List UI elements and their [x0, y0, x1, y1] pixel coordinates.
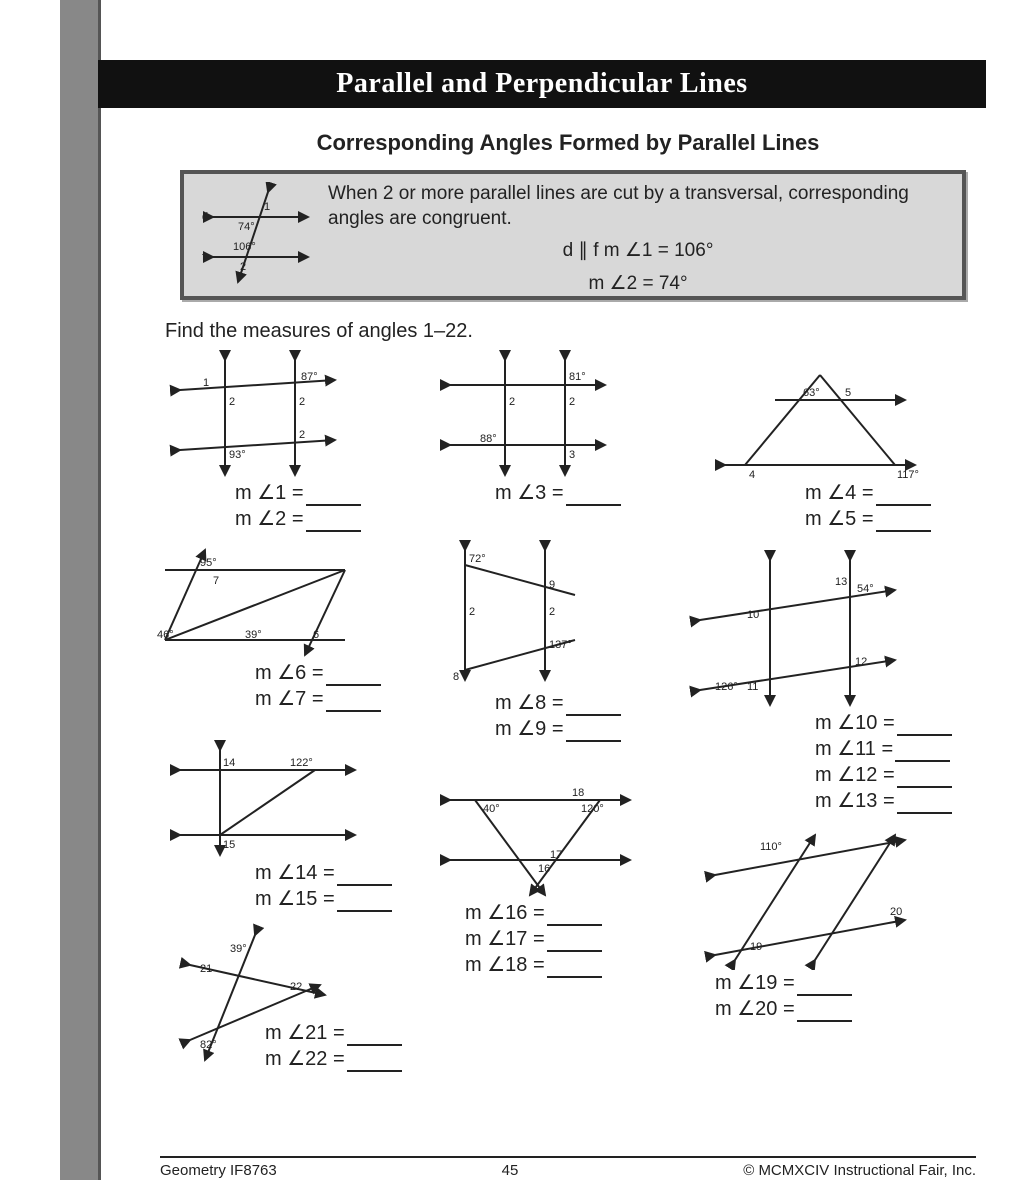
diagram-9: 110° 20 19	[695, 820, 925, 970]
svg-text:54°: 54°	[857, 583, 874, 595]
info-text: When 2 or more parallel lines are cut by…	[318, 182, 948, 288]
svg-text:2: 2	[299, 396, 305, 408]
problem-3: 63° 5 4 117° m ∠4 = m ∠5 =	[705, 360, 965, 532]
svg-text:87°: 87°	[301, 371, 318, 383]
info-eq1: d ∥ f m ∠1 = 106°	[328, 239, 948, 264]
label-d: d	[202, 211, 208, 223]
label-2: 2	[240, 261, 246, 273]
svg-text:39°: 39°	[230, 943, 247, 955]
label-1: 1	[264, 201, 270, 213]
diagram-8: 40° 18 120° 17 16	[435, 770, 645, 900]
problem-9: 110° 20 19 m ∠19 = m ∠20 =	[695, 820, 975, 1022]
problem-7: 14 122° 15 m ∠14 = m ∠15 =	[165, 740, 415, 912]
svg-text:117°: 117°	[897, 469, 919, 480]
diagram-7: 14 122° 15	[165, 740, 375, 860]
diagram-5: 72° 9 2 2 137° 8	[435, 540, 625, 690]
answers-1: m ∠1 = m ∠2 =	[235, 480, 395, 532]
svg-text:12: 12	[855, 656, 867, 668]
problem-1: 1 87° 2 2 93° 2 m ∠1 = m ∠2 =	[165, 350, 395, 532]
svg-text:2: 2	[549, 606, 555, 618]
diagram-3: 63° 5 4 117°	[705, 360, 935, 480]
info-rule: When 2 or more parallel lines are cut by…	[328, 182, 948, 231]
svg-text:5: 5	[845, 387, 851, 399]
svg-text:72°: 72°	[469, 553, 486, 565]
info-diagram: d f 1 74° 106° 2	[198, 182, 318, 292]
binding-bar	[60, 0, 101, 1180]
svg-text:1: 1	[203, 377, 209, 389]
svg-text:81°: 81°	[569, 371, 586, 383]
answers-2: m ∠3 =	[495, 480, 665, 506]
answers-6: m ∠10 = m ∠11 = m ∠12 = m ∠13 =	[815, 710, 975, 814]
svg-text:2: 2	[569, 396, 575, 408]
svg-text:63°: 63°	[803, 387, 820, 399]
diagram-4: 95° 7 46° 39° 6	[145, 540, 375, 660]
worksheet: 1 87° 2 2 93° 2 m ∠1 = m ∠2 =	[165, 350, 976, 1129]
answers-5: m ∠8 = m ∠9 =	[495, 690, 665, 742]
svg-text:82°: 82°	[200, 1039, 217, 1051]
svg-text:10: 10	[747, 609, 759, 621]
diagram-2: 81° 2 2 88° 3	[435, 350, 625, 480]
problem-2: 81° 2 2 88° 3 m ∠3 =	[435, 350, 665, 506]
diagram-6: 13 54° 10 12 126° 11	[685, 550, 915, 710]
svg-text:9: 9	[549, 579, 555, 591]
svg-text:14: 14	[223, 757, 235, 769]
svg-text:88°: 88°	[480, 433, 497, 445]
svg-text:22: 22	[290, 981, 302, 993]
svg-text:110°: 110°	[760, 841, 782, 853]
answers-7: m ∠14 = m ∠15 =	[255, 860, 415, 912]
svg-text:4: 4	[749, 469, 755, 480]
footer-left: Geometry IF8763	[160, 1162, 277, 1179]
svg-text:39°: 39°	[245, 629, 262, 641]
svg-text:120°: 120°	[581, 803, 604, 815]
svg-text:6: 6	[313, 629, 319, 641]
svg-text:2: 2	[509, 396, 515, 408]
label-74: 74°	[238, 221, 255, 233]
answers-10: m ∠21 = m ∠22 =	[265, 1020, 445, 1072]
svg-text:17: 17	[550, 849, 562, 861]
svg-text:2: 2	[469, 606, 475, 618]
footer: Geometry IF8763 45 © MCMXCIV Instruction…	[160, 1156, 976, 1179]
svg-text:95°: 95°	[200, 557, 217, 569]
svg-text:40°: 40°	[483, 803, 500, 815]
header-title: Parallel and Perpendicular Lines	[98, 60, 986, 108]
problem-6: 13 54° 10 12 126° 11 m ∠10 = m ∠11 = m ∠…	[685, 550, 975, 814]
answers-3: m ∠4 = m ∠5 =	[805, 480, 965, 532]
svg-text:15: 15	[223, 839, 235, 851]
svg-text:122°: 122°	[290, 757, 313, 769]
info-eq2: m ∠2 = 74°	[328, 272, 948, 297]
svg-text:13: 13	[835, 576, 847, 588]
svg-text:2: 2	[299, 429, 305, 441]
answers-4: m ∠6 = m ∠7 =	[255, 660, 405, 712]
svg-text:21: 21	[200, 963, 212, 975]
svg-text:3: 3	[569, 449, 575, 461]
problem-4: 95° 7 46° 39° 6 m ∠6 = m ∠7 =	[145, 540, 405, 712]
svg-text:137°: 137°	[549, 639, 572, 651]
label-f: f	[202, 251, 206, 263]
info-box: d f 1 74° 106° 2 When 2 or more parallel…	[180, 170, 966, 300]
svg-text:7: 7	[213, 575, 219, 587]
problem-5: 72° 9 2 2 137° 8 m ∠8 = m ∠9 =	[435, 540, 665, 742]
problem-8: 40° 18 120° 17 16 m ∠16 = m ∠17 = m ∠18 …	[435, 770, 675, 978]
svg-text:2: 2	[229, 396, 235, 408]
svg-text:20: 20	[890, 906, 902, 918]
svg-text:93°: 93°	[229, 449, 246, 461]
svg-text:16: 16	[538, 863, 550, 875]
subheader: Corresponding Angles Formed by Parallel …	[160, 130, 976, 156]
svg-text:46°: 46°	[157, 629, 174, 641]
svg-text:18: 18	[572, 787, 584, 799]
svg-text:11: 11	[747, 681, 758, 693]
problem-10: 39° 21 22 82° m ∠21 = m ∠22 =	[165, 920, 445, 1072]
diagram-1: 1 87° 2 2 93° 2	[165, 350, 355, 480]
page: Parallel and Perpendicular Lines Corresp…	[0, 0, 1016, 1199]
answers-9: m ∠19 = m ∠20 =	[715, 970, 975, 1022]
footer-center: 45	[502, 1162, 519, 1179]
svg-text:126°: 126°	[715, 681, 738, 693]
svg-text:8: 8	[453, 671, 459, 683]
footer-right: © MCMXCIV Instructional Fair, Inc.	[743, 1162, 976, 1179]
svg-text:19: 19	[750, 941, 762, 953]
answers-8: m ∠16 = m ∠17 = m ∠18 =	[465, 900, 675, 978]
instructions: Find the measures of angles 1–22.	[165, 320, 473, 343]
label-106: 106°	[233, 241, 256, 253]
